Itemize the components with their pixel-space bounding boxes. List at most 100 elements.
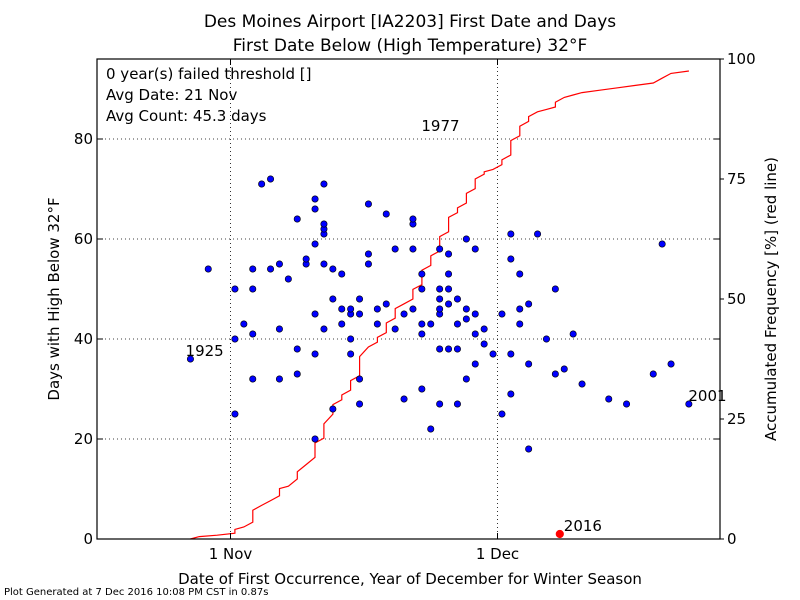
scatter-point	[356, 375, 364, 383]
scatter-point	[445, 285, 453, 293]
scatter-point	[507, 350, 515, 358]
scatter-point	[231, 285, 239, 293]
scatter-point	[373, 305, 381, 313]
scatter-point	[338, 320, 346, 328]
scatter-point	[623, 400, 631, 408]
y-tick-label: 60	[74, 230, 93, 248]
scatter-point	[329, 265, 337, 273]
scatter-point	[462, 315, 470, 323]
scatter-point	[453, 295, 461, 303]
scatter-point	[409, 305, 417, 313]
plot-area-frame	[96, 58, 721, 540]
y-tick-label: 0	[83, 530, 93, 548]
scatter-point	[462, 305, 470, 313]
x-tick-label: 1 Dec	[476, 545, 519, 563]
scatter-point	[186, 355, 194, 363]
y2-axis-ticks: 0 25 50 75 100	[720, 50, 756, 548]
y2-tick-label: 50	[727, 290, 746, 308]
scatter-point	[240, 320, 248, 328]
scatter-point	[364, 250, 372, 258]
scatter-point	[418, 270, 426, 278]
y-axis-ticks: 0 20 40 60 80	[74, 130, 720, 548]
current-season-point	[555, 529, 564, 539]
scatter-point	[551, 285, 559, 293]
info-failed-threshold: 0 year(s) failed threshold []	[106, 65, 312, 83]
scatter-point	[649, 370, 657, 378]
chart-title-line2: First Date Below (High Temperature) 32°F	[233, 36, 588, 56]
x-axis-label: Date of First Occurrence, Year of Decemb…	[178, 570, 642, 588]
scatter-point	[400, 395, 408, 403]
footer-generated-text: Plot Generated at 7 Dec 2016 10:08 PM CS…	[4, 587, 268, 598]
scatter-point	[400, 310, 408, 318]
scatter-point	[516, 270, 524, 278]
scatter-point	[275, 260, 283, 268]
scatter-point	[569, 330, 577, 338]
scatter-point	[560, 365, 568, 373]
scatter-point	[516, 305, 524, 313]
scatter-point	[409, 245, 417, 253]
scatter-point	[204, 265, 212, 273]
y-tick-label: 80	[74, 130, 93, 148]
scatter-point	[249, 265, 257, 273]
scatter-point	[507, 255, 515, 263]
scatter-point	[249, 330, 257, 338]
scatter-point	[267, 265, 275, 273]
y2-tick-label: 75	[727, 170, 746, 188]
scatter-point	[373, 320, 381, 328]
scatter-point	[445, 345, 453, 353]
point-annotation: 2001	[688, 387, 726, 405]
scatter-point	[382, 210, 390, 218]
scatter-point	[311, 240, 319, 248]
scatter-point	[418, 385, 426, 393]
scatter-point	[418, 330, 426, 338]
point-annotation: 2016	[564, 517, 602, 535]
scatter-point	[320, 220, 328, 228]
scatter-point	[542, 335, 550, 343]
scatter-point	[525, 300, 533, 308]
scatter-point	[347, 350, 355, 358]
scatter-point	[436, 400, 444, 408]
scatter-point	[267, 175, 275, 183]
scatter-points	[186, 175, 693, 539]
scatter-point	[356, 400, 364, 408]
scatter-point	[311, 435, 319, 443]
scatter-point	[605, 395, 613, 403]
scatter-point	[320, 260, 328, 268]
scatter-point	[525, 445, 533, 453]
scatter-point	[284, 275, 292, 283]
scatter-point	[685, 400, 693, 408]
scatter-point	[551, 370, 559, 378]
cdf-line-layer	[190, 70, 689, 540]
scatter-point	[445, 270, 453, 278]
scatter-point	[320, 180, 328, 188]
scatter-point	[347, 335, 355, 343]
info-avg-count: Avg Count: 45.3 days	[106, 107, 267, 125]
x-tick-label: 1 Nov	[209, 545, 253, 563]
scatter-point	[364, 200, 372, 208]
scatter-point	[578, 380, 586, 388]
scatter-point	[453, 400, 461, 408]
scatter-point	[471, 310, 479, 318]
scatter-point	[480, 340, 488, 348]
scatter-point	[418, 285, 426, 293]
point-annotation: 1925	[186, 342, 224, 360]
point-annotation: 1977	[421, 117, 459, 135]
scatter-point	[436, 305, 444, 313]
scatter-point	[516, 320, 524, 328]
scatter-point	[293, 370, 301, 378]
y2-axis-label: Accumulated Frequency [%] (red line)	[762, 157, 780, 441]
scatter-point	[311, 205, 319, 213]
scatter-point	[320, 325, 328, 333]
scatter-point	[507, 390, 515, 398]
scatter-point	[275, 325, 283, 333]
grid-lines	[97, 59, 720, 539]
scatter-point	[302, 255, 310, 263]
scatter-point	[445, 300, 453, 308]
scatter-point	[462, 235, 470, 243]
scatter-point	[471, 360, 479, 368]
scatter-point	[249, 285, 257, 293]
scatter-point	[667, 360, 675, 368]
y2-tick-label: 0	[727, 530, 737, 548]
cdf-line	[190, 70, 689, 540]
